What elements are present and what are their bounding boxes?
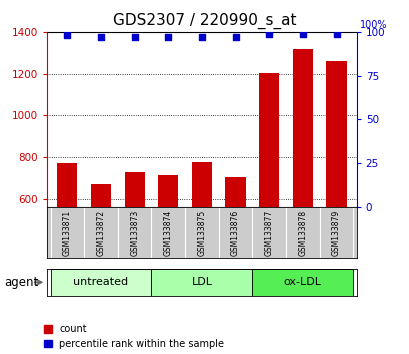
Bar xyxy=(326,61,346,207)
Text: GSM133879: GSM133879 xyxy=(331,210,340,256)
Text: GSM133872: GSM133872 xyxy=(96,210,105,256)
Bar xyxy=(124,172,144,207)
Point xyxy=(333,31,339,36)
Point xyxy=(265,31,272,36)
Bar xyxy=(292,50,312,207)
Legend: count, percentile rank within the sample: count, percentile rank within the sample xyxy=(44,324,224,349)
Bar xyxy=(191,162,211,207)
Point xyxy=(64,33,70,38)
Bar xyxy=(158,175,178,207)
Text: GSM133877: GSM133877 xyxy=(264,210,273,256)
Bar xyxy=(151,269,252,296)
Text: agent: agent xyxy=(4,276,38,289)
Point xyxy=(232,34,238,40)
Text: GSM133873: GSM133873 xyxy=(130,210,139,256)
Point xyxy=(131,34,137,40)
Bar xyxy=(258,73,279,207)
Bar xyxy=(91,184,111,207)
Bar xyxy=(57,163,77,207)
Text: GSM133875: GSM133875 xyxy=(197,210,206,256)
Text: GSM133876: GSM133876 xyxy=(231,210,240,256)
Bar xyxy=(252,269,353,296)
Point xyxy=(97,34,104,40)
Text: GSM133878: GSM133878 xyxy=(298,210,307,256)
Text: LDL: LDL xyxy=(191,277,212,287)
Bar xyxy=(225,177,245,207)
Text: GDS2307 / 220990_s_at: GDS2307 / 220990_s_at xyxy=(113,12,296,29)
Text: untreated: untreated xyxy=(73,277,128,287)
Text: 100%: 100% xyxy=(359,21,386,30)
Text: GSM133871: GSM133871 xyxy=(63,210,72,256)
Point xyxy=(198,34,205,40)
Point xyxy=(299,31,306,36)
Text: ox-LDL: ox-LDL xyxy=(283,277,321,287)
Text: GSM133874: GSM133874 xyxy=(163,210,172,256)
Bar xyxy=(50,269,151,296)
Point xyxy=(164,34,171,40)
